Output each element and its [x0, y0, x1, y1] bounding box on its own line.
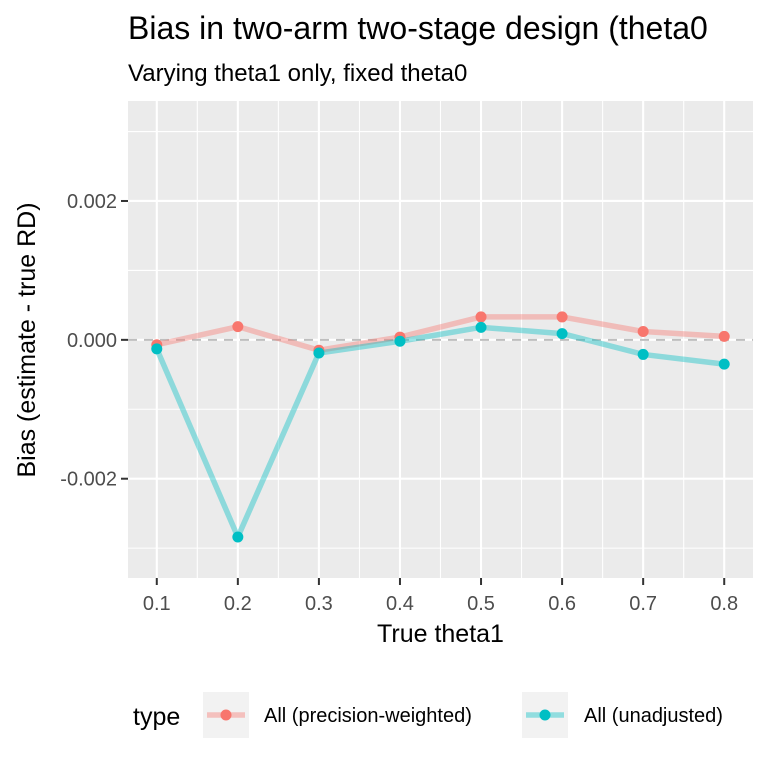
- x-tick-label: 0.6: [548, 593, 576, 615]
- legend-key-point-1: [220, 709, 232, 721]
- x-tick-label: 0.4: [386, 593, 414, 615]
- x-tick-label: 0.3: [305, 593, 333, 615]
- y-axis: 0.002 0.000 -0.002: [60, 191, 128, 491]
- series-2-point: [394, 335, 406, 347]
- x-tick-label: 0.5: [467, 593, 495, 615]
- x-tick-label: 0.2: [224, 593, 252, 615]
- legend-label-2: All (unadjusted): [584, 705, 723, 727]
- legend-key-point-2: [539, 709, 551, 721]
- series-2-point: [718, 358, 730, 370]
- series-1-point: [718, 330, 730, 342]
- y-tick-label: 0.000: [67, 330, 117, 352]
- series-1-point: [637, 326, 649, 338]
- legend: type All (precision-weighted) All (unadju…: [133, 692, 723, 738]
- series-line-1: [156, 314, 725, 354]
- legend-label-1: All (precision-weighted): [264, 705, 472, 727]
- series-2-point: [475, 321, 487, 333]
- x-tick-label: 0.1: [143, 593, 171, 615]
- series-1-point: [475, 311, 487, 323]
- y-axis-label: Bias (estimate - true RD): [13, 202, 41, 477]
- series-2-point: [313, 347, 325, 359]
- x-tick-label: 0.7: [629, 593, 657, 615]
- series-1-point: [556, 311, 568, 323]
- y-tick-label: -0.002: [60, 469, 117, 491]
- series-2-point: [556, 328, 568, 340]
- x-axis: 0.1 0.2 0.3 0.4 0.5 0.6 0.7 0.8: [143, 578, 738, 615]
- series-2-point: [232, 531, 244, 543]
- legend-title: type: [133, 703, 180, 731]
- series-1-point: [232, 321, 244, 333]
- chart-subtitle: Varying theta1 only, fixed theta0: [128, 60, 467, 87]
- y-tick-label: 0.002: [67, 191, 117, 213]
- series-2-point: [637, 348, 649, 360]
- series-2-point: [151, 343, 163, 355]
- x-tick-label: 0.8: [710, 593, 738, 615]
- series-line-2: [154, 324, 725, 540]
- x-axis-label: True theta1: [377, 620, 504, 648]
- series-layer: [151, 311, 730, 543]
- chart-title: Bias in two-arm two-stage design (theta0: [128, 10, 708, 46]
